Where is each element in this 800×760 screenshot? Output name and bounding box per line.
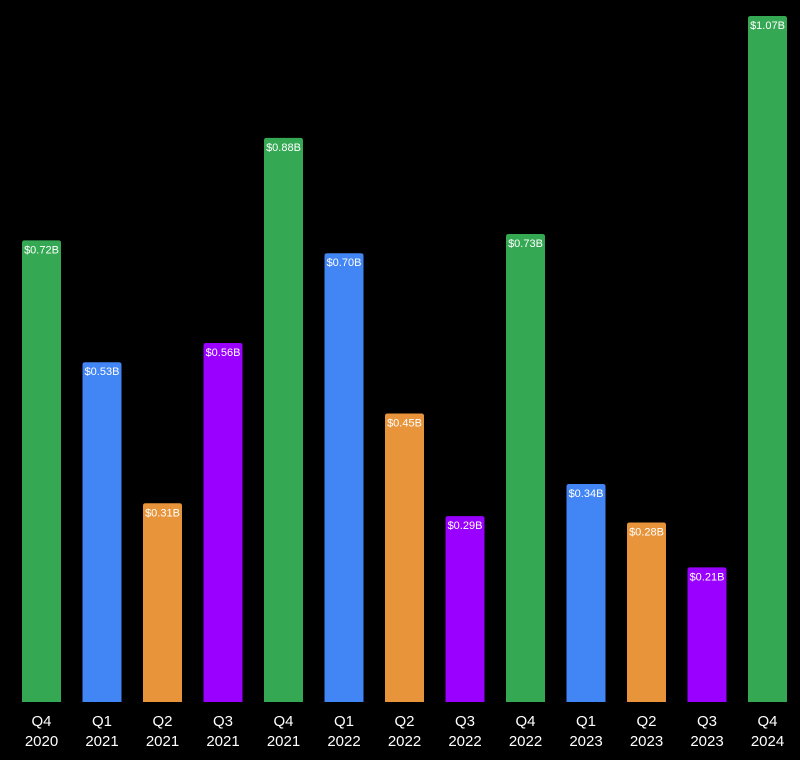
value-label: $0.88B [266, 142, 301, 154]
x-tick-label-quarter: Q3 [697, 713, 717, 730]
x-tick-label-year: 2023 [569, 733, 602, 750]
bar-q3-2022 [445, 516, 485, 702]
value-label: $0.70B [327, 257, 362, 269]
x-tick-label-quarter: Q4 [31, 713, 51, 730]
x-tick-label-year: 2022 [448, 733, 481, 750]
bar-q2-2023 [627, 522, 666, 702]
value-label: $0.34B [569, 488, 604, 500]
x-tick-label-quarter: Q1 [576, 713, 596, 730]
x-tick-label-quarter: Q2 [394, 713, 414, 730]
bar-q1-2022 [324, 253, 364, 702]
x-tick-label-year: 2022 [509, 733, 542, 750]
value-label: $0.45B [387, 417, 422, 429]
x-tick-label-quarter: Q4 [757, 713, 777, 730]
x-tick-label-year: 2022 [388, 733, 421, 750]
bar-q1-2023 [566, 484, 606, 702]
x-tick-label-year: 2023 [630, 733, 663, 750]
value-label: $0.72B [24, 244, 59, 256]
bar-q2-2021 [143, 503, 182, 702]
bar-q3-2021 [203, 342, 243, 702]
bar-q3-2023 [687, 567, 727, 702]
x-tick-label-quarter: Q2 [152, 713, 172, 730]
bar-q4-2022 [506, 233, 545, 702]
value-label: $0.28B [629, 526, 664, 538]
x-tick-label-quarter: Q4 [515, 713, 535, 730]
x-tick-label-year: 2021 [146, 733, 179, 750]
x-tick-label-year: 2020 [25, 733, 58, 750]
x-tick-label-year: 2022 [327, 733, 360, 750]
bar-q4-2021 [264, 137, 303, 702]
value-label: $0.21B [690, 571, 725, 583]
value-label: $0.31B [145, 507, 180, 519]
bar-q1-2021 [82, 362, 122, 702]
value-label: $1.07B [750, 20, 785, 32]
bar-q4-2024 [748, 16, 787, 702]
x-tick-label-quarter: Q1 [334, 713, 354, 730]
x-tick-label-quarter: Q3 [213, 713, 233, 730]
bar-q4-2020 [22, 240, 61, 702]
value-label: $0.29B [448, 520, 483, 532]
bar-q2-2022 [385, 413, 424, 702]
x-tick-label-quarter: Q3 [455, 713, 475, 730]
x-tick-label-year: 2023 [690, 733, 723, 750]
x-tick-label-quarter: Q2 [636, 713, 656, 730]
value-label: $0.56B [206, 347, 241, 359]
x-tick-label-year: 2021 [206, 733, 239, 750]
x-tick-label-quarter: Q1 [92, 713, 112, 730]
x-tick-label-quarter: Q4 [273, 713, 293, 730]
value-label: $0.53B [85, 366, 120, 378]
x-tick-label-year: 2024 [751, 733, 784, 750]
x-tick-label-year: 2021 [85, 733, 118, 750]
value-label: $0.73B [508, 238, 543, 250]
x-tick-label-year: 2021 [267, 733, 300, 750]
